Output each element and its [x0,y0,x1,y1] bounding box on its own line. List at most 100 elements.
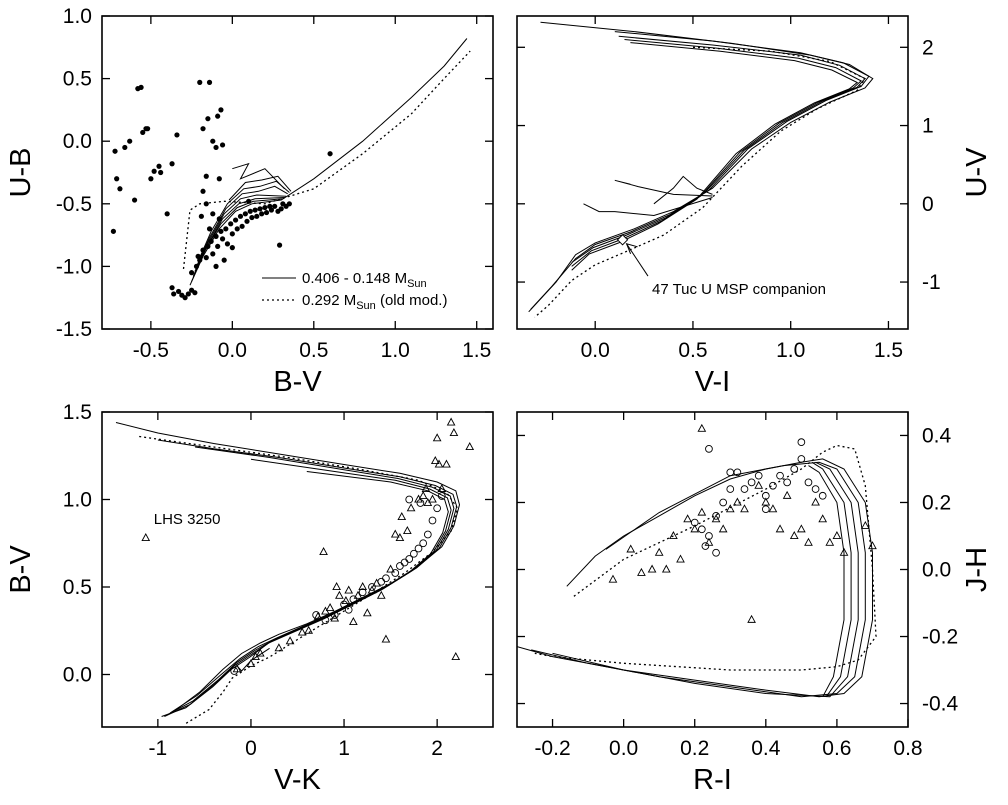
data-point [175,288,182,295]
data-point [210,251,216,257]
triangle-point [255,648,265,657]
triangle-point [782,490,792,499]
x-tick-label: -0.5 [133,339,169,362]
triangle-point [465,442,475,451]
circle-point [405,495,414,504]
triangle-point [274,643,284,652]
data-point [221,257,227,263]
data-point [229,231,235,237]
data-point [229,245,235,251]
panel-jh-vs-ri: -0.2 0.0 0.2 0.4 0.6 0.8-0.4 -0.2 0.0 0.2 0.4 R-I J… [516,411,993,796]
data-point [206,79,213,85]
data-point [276,242,283,248]
data-point [232,217,239,223]
data-point [200,247,206,253]
plot-frame [516,15,909,330]
circle-point [697,525,706,534]
x-tick-label: 2 [431,737,443,760]
circle-point [344,605,353,614]
y-tick-label: -0.2 [922,626,958,649]
x-tick-label: 0.4 [751,737,781,760]
triangle-point [325,603,335,612]
model-track [808,465,845,698]
model-track [189,38,468,286]
y-tick-label: 0.5 [63,68,92,91]
circle-point [428,516,437,525]
triangle-point [669,531,678,540]
circle-point [437,492,446,500]
triangle-point [376,590,386,599]
old-model-track [534,444,877,671]
model-track [157,439,458,714]
y-axis-label: U-V [961,147,993,198]
data-point [259,211,265,217]
data-point [218,228,224,234]
circle-point [776,471,784,480]
triangle-point [797,524,806,533]
triangle-point [839,547,849,556]
model-track [530,31,870,310]
model-track [614,179,713,197]
model-track [517,458,873,698]
data-point [164,211,170,217]
legend-subscript: Sun [407,278,427,290]
triangle-point [818,514,828,523]
x-tick-label: 1.5 [874,339,903,362]
triangle-point [608,574,618,583]
model-track [196,185,288,267]
data-point [127,138,133,144]
circle-point [797,438,806,447]
x-tick-label: 0.5 [299,339,328,362]
model-track [528,21,874,313]
y-tick-label: 2 [922,36,934,59]
triangle-point [397,512,407,521]
data-point [148,176,154,182]
triangle-point [434,459,444,468]
data-point [213,144,219,151]
model-track [571,35,866,263]
data-point [249,214,255,221]
data-point [206,226,213,232]
old-model-track [139,435,459,725]
legend-entry: 0.292 MSun (old mod.) [302,292,447,312]
data-point [247,208,253,214]
triangle-point [313,611,323,620]
data-point [237,213,244,219]
triangle-point [232,664,242,673]
x-tick-label: 0.0 [609,737,638,760]
x-tick-label: 1 [338,737,350,760]
data-point [219,142,226,148]
triangle-point [428,494,437,503]
circle-point [719,498,728,507]
circle-point [804,478,813,487]
panel-uv-vs-vi: 0.0 0.5 1.0 1.5 -1 0 1 2 V-I U-V 47 Tuc U MSP comp… [516,15,993,398]
triangle-point [711,514,721,523]
data-point [268,207,275,213]
y-tick-label: 1.0 [63,5,92,28]
circle-point [701,542,710,550]
triangle-point [358,582,368,591]
triangle-point [811,497,820,506]
data-point [215,113,221,119]
data-point [110,228,117,234]
triangle-point [372,578,381,587]
annotation-label: 47 Tuc U MSP companion [652,281,826,298]
triangle-point [390,529,400,538]
data-point [198,213,204,219]
triangle-point [860,520,870,529]
data-point [223,226,229,232]
triangle-point [747,614,756,623]
circle-point [818,491,827,500]
x-axis-label: R-I [693,764,732,796]
data-point [210,211,216,217]
triangle-point [754,480,764,489]
triangle-point [348,617,358,626]
triangle-point [868,541,877,550]
circle-point [349,595,358,604]
circle-point [769,481,777,490]
plot-data-area [110,38,471,301]
data-point [218,107,224,113]
triangle-point [442,459,451,468]
triangle-point [332,582,341,591]
